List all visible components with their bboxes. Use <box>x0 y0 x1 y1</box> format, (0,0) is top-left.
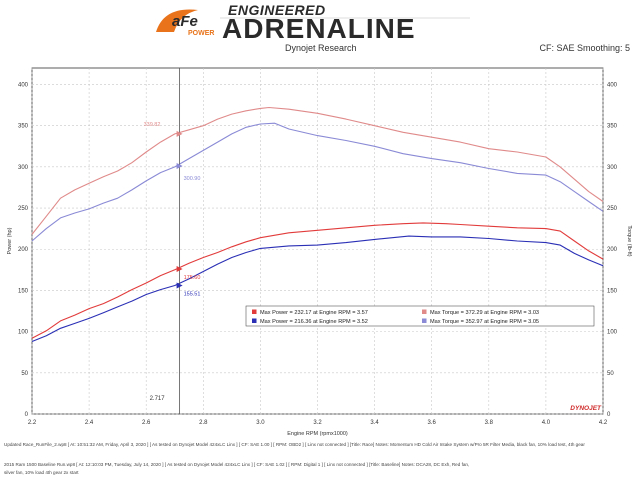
header-correction: CF: SAE Smoothing: 5 <box>539 43 630 53</box>
y-tick-label-right: 350 <box>607 124 618 130</box>
footer-run-2: 2015 Ram 1500 Baseline Run.wp8 [ At: 12:… <box>4 462 470 467</box>
y-tick-label-left: 200 <box>18 247 29 253</box>
legend-entry: Max Torque = 372.29 at Engine RPM = 3.03 <box>430 310 539 316</box>
y-tick-label-left: 100 <box>18 330 29 336</box>
cursor-readout: 339.82 <box>144 122 161 128</box>
cursor-readout: 300.90 <box>184 176 201 182</box>
y-tick-label-right: 300 <box>607 165 618 171</box>
y-tick-label-left: 250 <box>18 206 29 212</box>
y-tick-label-left: 350 <box>18 124 29 130</box>
brand-banner: aFe POWER ENGINEERED ADRENALINE <box>150 2 480 40</box>
footer-run-1: Updated Race_RunFile_2.wp8 [ At: 10:51:3… <box>4 442 585 447</box>
x-tick-label: 3.0 <box>256 420 265 426</box>
x-tick-label: 2.6 <box>142 420 151 426</box>
legend-entry: Max Power = 216.36 at Engine RPM = 3.52 <box>260 319 368 325</box>
cursor-marker <box>176 266 183 273</box>
footer-run-2b: silver fan, 10% load 4th gear 2x start <box>4 470 79 475</box>
series-line-torque-2 <box>31 106 604 235</box>
x-tick-label: 4.2 <box>599 420 608 426</box>
logo-text: aFe <box>172 13 198 30</box>
cursor-marker <box>176 130 183 137</box>
legend-entry: Max Power = 232.17 at Engine RPM = 3.57 <box>260 310 368 316</box>
x-axis-label: Engine RPM (rpmx1000) <box>287 431 348 437</box>
x-tick-label: 2.8 <box>199 420 208 426</box>
legend-swatch <box>422 309 427 314</box>
y-tick-label-right: 150 <box>607 288 618 294</box>
y-tick-label-right: 200 <box>607 247 618 253</box>
y-tick-label-right: 100 <box>607 330 618 336</box>
legend-swatch <box>422 318 427 323</box>
x-tick-label: 2.2 <box>28 420 37 426</box>
y-axis-label-right: Torque (lb-ft) <box>626 225 632 256</box>
legend-entry: Max Torque = 352.97 at Engine RPM = 3.05 <box>430 319 539 325</box>
cursor-value-label: 2.717 <box>150 396 166 402</box>
y-tick-label-left: 300 <box>18 165 29 171</box>
y-tick-label-right: 50 <box>607 371 614 377</box>
header-dyno-title: Dynojet Research <box>285 43 357 53</box>
brand-engineered: ENGINEERED <box>228 2 326 18</box>
cursor-marker <box>176 163 183 170</box>
y-tick-label-right: 0 <box>607 412 611 418</box>
x-tick-label: 3.2 <box>313 420 322 426</box>
cursor-readout: 175.60 <box>184 275 201 281</box>
cursor-marker <box>176 282 183 289</box>
y-tick-label-right: 400 <box>607 82 618 88</box>
y-tick-label-left: 50 <box>21 371 28 377</box>
legend-box <box>245 305 595 327</box>
x-tick-label: 2.4 <box>85 420 94 426</box>
series-line-power-1 <box>31 235 604 343</box>
y-axis-label-left: Power (hp) <box>7 227 13 254</box>
dynojet-watermark: DYNOJET <box>570 405 602 412</box>
y-tick-label-left: 0 <box>25 412 29 418</box>
x-tick-label: 3.4 <box>370 420 379 426</box>
afe-logo: aFe POWER <box>156 9 214 37</box>
dyno-chart: 0 0 50 50 100 100 150 150 200 200 250 250 300 300 350 3… <box>7 67 632 437</box>
y-tick-label-left: 150 <box>18 288 29 294</box>
x-tick-label: 3.8 <box>485 420 494 426</box>
legend-swatch <box>252 309 257 314</box>
y-tick-label-right: 250 <box>607 206 618 212</box>
series-line-power-0 <box>31 222 604 339</box>
cursor-readout: 155.51 <box>184 291 201 297</box>
brand-adrenaline: ADRENALINE <box>222 13 416 40</box>
x-tick-label: 3.6 <box>428 420 437 426</box>
legend-swatch <box>252 318 257 323</box>
y-tick-label-left: 400 <box>18 82 29 88</box>
logo-sub: POWER <box>188 30 214 37</box>
series-line-torque-3 <box>31 122 604 242</box>
x-tick-label: 4.0 <box>542 420 551 426</box>
